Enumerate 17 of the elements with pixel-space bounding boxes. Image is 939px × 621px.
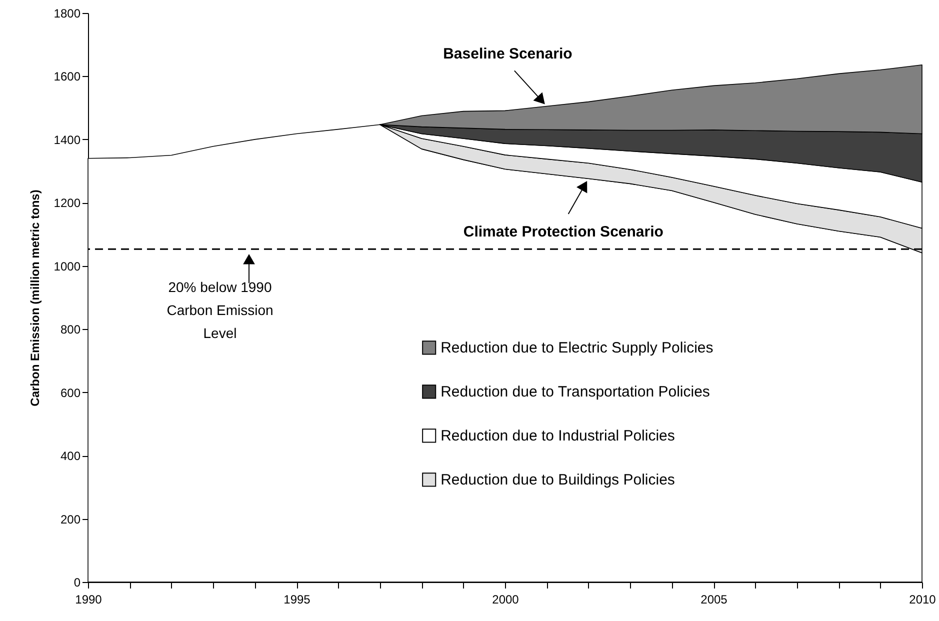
y-tick-label: 1600 [54, 70, 81, 84]
y-tick-label: 1400 [54, 132, 81, 147]
y-tick-label: 600 [60, 386, 81, 400]
annotation: Baseline Scenario [443, 45, 572, 62]
x-tick-label: 2005 [700, 592, 728, 606]
y-tick-label: 800 [60, 322, 81, 337]
y-tick-label: 0 [74, 576, 81, 590]
x-tick-label: 2010 [909, 592, 936, 606]
y-tick-label: 1000 [54, 259, 81, 274]
y-tick-label: 1200 [54, 196, 81, 210]
x-tick-label: 1990 [75, 592, 102, 606]
x-tick-label: 1995 [284, 592, 311, 606]
y-tick-label: 1800 [54, 6, 81, 20]
y-tick-label: 200 [60, 512, 81, 526]
x-tick-label: 2000 [492, 592, 520, 606]
y-tick-label: 400 [60, 449, 81, 464]
y-axis-title: Carbon Emission (million metric tons) [28, 190, 42, 406]
